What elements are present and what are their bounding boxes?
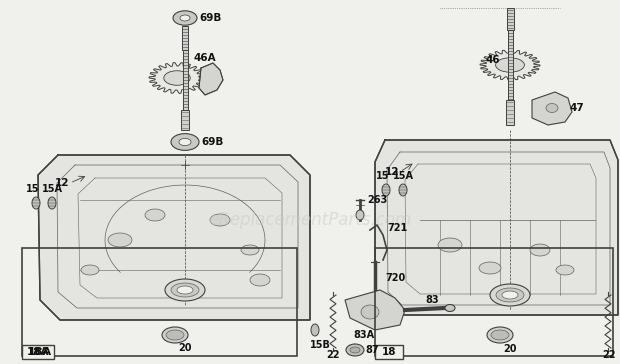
- Polygon shape: [149, 63, 205, 93]
- Bar: [375, 248, 613, 356]
- Polygon shape: [199, 63, 223, 95]
- Ellipse shape: [556, 265, 574, 275]
- Bar: [182, 50, 187, 110]
- Polygon shape: [38, 155, 310, 320]
- Text: 18A: 18A: [28, 347, 52, 357]
- Bar: [181, 110, 189, 130]
- Ellipse shape: [241, 245, 259, 255]
- Text: eReplacementParts.com: eReplacementParts.com: [208, 211, 412, 229]
- Text: 12: 12: [55, 178, 69, 188]
- Text: 18: 18: [382, 347, 396, 357]
- Ellipse shape: [164, 71, 190, 85]
- Ellipse shape: [479, 262, 501, 274]
- Ellipse shape: [250, 274, 270, 286]
- Bar: [375, 345, 403, 359]
- Bar: [506, 100, 514, 125]
- Text: 46A: 46A: [193, 53, 216, 63]
- Ellipse shape: [210, 214, 230, 226]
- Ellipse shape: [356, 210, 364, 220]
- Ellipse shape: [145, 209, 165, 221]
- Ellipse shape: [165, 279, 205, 301]
- Ellipse shape: [487, 327, 513, 343]
- Text: 18A: 18A: [27, 347, 49, 357]
- Ellipse shape: [382, 184, 390, 196]
- Text: 83: 83: [425, 295, 438, 305]
- Ellipse shape: [361, 305, 379, 319]
- Ellipse shape: [490, 284, 530, 306]
- Ellipse shape: [177, 286, 193, 294]
- Text: 12: 12: [385, 167, 399, 177]
- Ellipse shape: [166, 330, 184, 340]
- Text: 15: 15: [376, 171, 389, 181]
- Text: 46: 46: [485, 55, 500, 65]
- Bar: [508, 30, 513, 100]
- Ellipse shape: [173, 11, 197, 25]
- Text: 15: 15: [26, 184, 40, 194]
- Text: 15A: 15A: [393, 171, 414, 181]
- Ellipse shape: [399, 184, 407, 196]
- Text: 22: 22: [326, 350, 340, 360]
- Text: 263: 263: [367, 195, 388, 205]
- Polygon shape: [345, 290, 405, 330]
- Ellipse shape: [171, 134, 199, 150]
- Ellipse shape: [311, 324, 319, 336]
- Ellipse shape: [346, 344, 364, 356]
- Ellipse shape: [350, 347, 360, 353]
- Ellipse shape: [491, 330, 509, 340]
- Text: 720: 720: [385, 273, 405, 283]
- Ellipse shape: [546, 103, 558, 112]
- Text: 69B: 69B: [199, 13, 221, 23]
- Ellipse shape: [32, 197, 40, 209]
- Bar: [182, 26, 188, 50]
- Text: 22: 22: [602, 350, 616, 360]
- Text: 83A: 83A: [353, 330, 374, 340]
- Text: 20: 20: [178, 343, 192, 353]
- Ellipse shape: [48, 197, 56, 209]
- Bar: [22, 345, 54, 359]
- Ellipse shape: [495, 58, 525, 72]
- Ellipse shape: [530, 244, 550, 256]
- Bar: [22, 248, 297, 356]
- Ellipse shape: [502, 291, 518, 299]
- Polygon shape: [375, 140, 618, 315]
- Ellipse shape: [179, 138, 191, 146]
- Ellipse shape: [171, 283, 199, 297]
- Text: 20: 20: [503, 344, 516, 354]
- Text: 15B: 15B: [310, 340, 331, 350]
- Text: 47: 47: [570, 103, 585, 113]
- Text: 721: 721: [387, 223, 407, 233]
- Ellipse shape: [108, 233, 132, 247]
- Bar: [507, 8, 513, 30]
- Ellipse shape: [162, 327, 188, 343]
- Polygon shape: [480, 50, 540, 80]
- Polygon shape: [532, 92, 572, 125]
- Text: 69B: 69B: [201, 137, 223, 147]
- Ellipse shape: [496, 288, 524, 302]
- Text: 87: 87: [365, 345, 379, 355]
- Text: 15A: 15A: [42, 184, 63, 194]
- Ellipse shape: [438, 238, 462, 252]
- Ellipse shape: [81, 265, 99, 275]
- Ellipse shape: [180, 15, 190, 21]
- Ellipse shape: [445, 305, 455, 312]
